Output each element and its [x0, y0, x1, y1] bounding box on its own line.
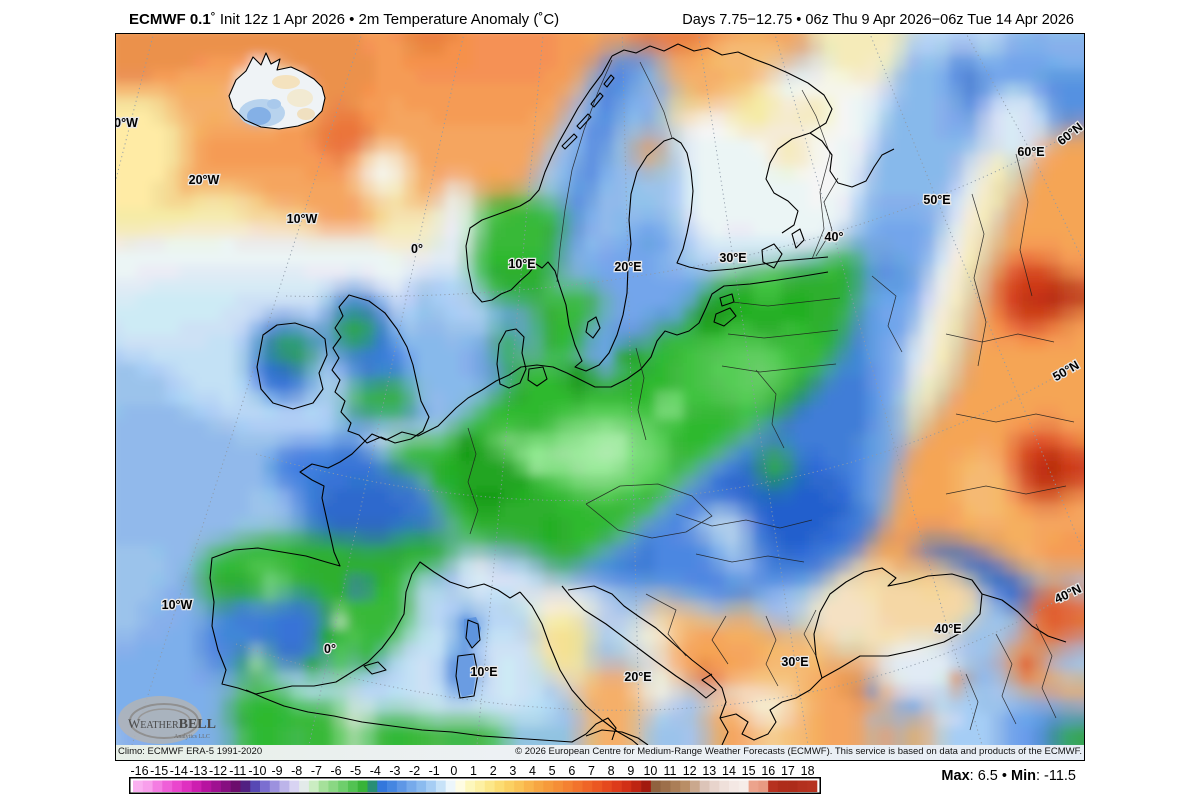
- svg-text:Analytics LLC: Analytics LLC: [174, 734, 210, 740]
- svg-text:0°: 0°: [411, 242, 423, 256]
- svg-text:WEATHERBELL: WEATHERBELL: [128, 716, 216, 732]
- svg-text:40°: 40°: [825, 230, 844, 244]
- svg-text:60°E: 60°E: [1017, 145, 1044, 159]
- svg-text:30°E: 30°E: [719, 251, 746, 265]
- svg-text:10°W: 10°W: [287, 212, 318, 226]
- svg-text:20°E: 20°E: [624, 670, 651, 684]
- svg-text:50°E: 50°E: [923, 193, 950, 207]
- svg-text:0°W: 0°W: [116, 116, 138, 130]
- svg-text:30°E: 30°E: [781, 655, 808, 669]
- svg-text:20°W: 20°W: [189, 173, 220, 187]
- svg-text:20°E: 20°E: [614, 260, 641, 274]
- svg-text:10°W: 10°W: [162, 598, 193, 612]
- svg-text:0°: 0°: [324, 642, 336, 656]
- svg-text:10°E: 10°E: [470, 665, 497, 679]
- svg-text:40°E: 40°E: [934, 622, 961, 636]
- svg-text:10°E: 10°E: [508, 257, 535, 271]
